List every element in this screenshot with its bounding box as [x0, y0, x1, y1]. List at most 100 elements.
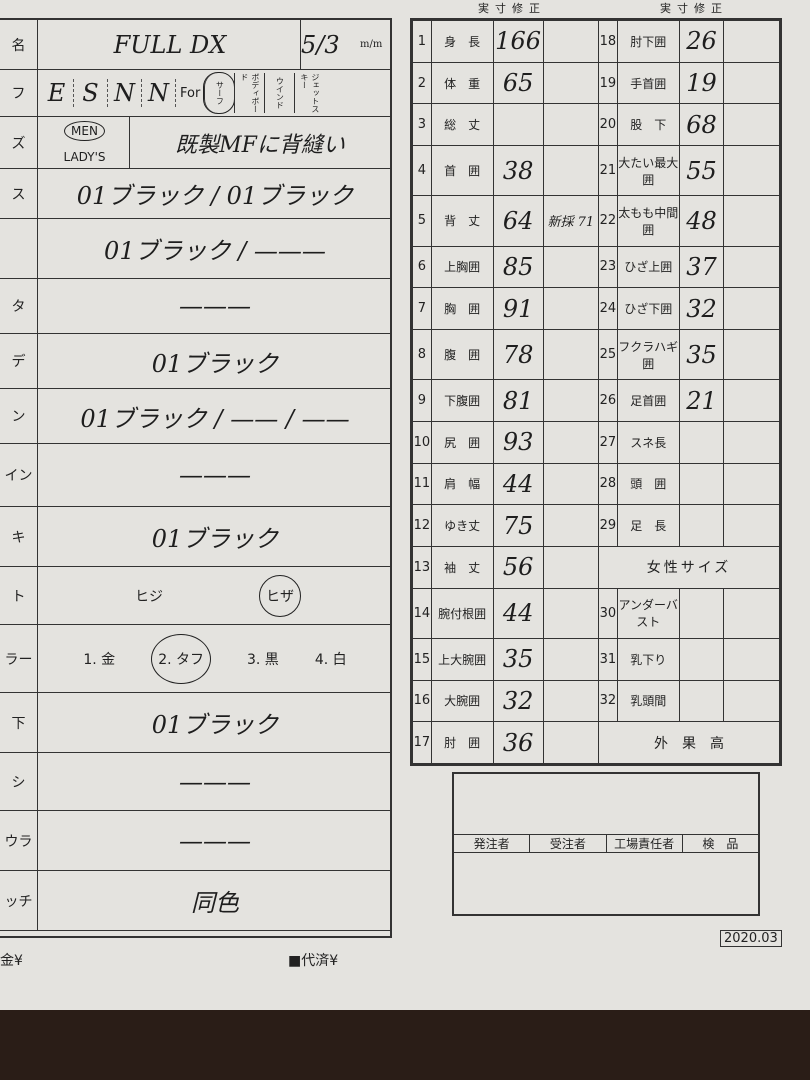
correction-value[interactable] [542, 287, 600, 330]
use-option[interactable]: サーフ [203, 72, 236, 114]
spec-row: タ ——— [0, 279, 390, 334]
correction-value[interactable] [542, 420, 600, 464]
actual-value[interactable]: 48 [678, 195, 725, 247]
approval-cell[interactable]: 発注者 [454, 835, 531, 853]
ankle-height-title: 外 果 高 [598, 721, 780, 764]
item-label: 上大腕囲 [430, 637, 494, 681]
correction-value[interactable] [723, 328, 780, 381]
actual-value[interactable]: 64 [492, 195, 544, 247]
row-label: シ [0, 753, 38, 810]
spec-row: デ 01ブラック [0, 334, 390, 389]
correction-value[interactable] [723, 145, 780, 197]
correction-value[interactable] [542, 379, 600, 422]
actual-value[interactable]: 75 [492, 504, 544, 547]
correction-value[interactable] [542, 545, 600, 589]
correction-value[interactable]: 新採 71 [542, 195, 600, 247]
correction-value[interactable] [723, 103, 780, 147]
actual-value[interactable]: 36 [492, 721, 544, 764]
spec-row: ン 01ブラック / —— / —— [0, 389, 390, 444]
actual-value[interactable]: 91 [492, 287, 544, 330]
model-value: FULL DX [113, 30, 227, 59]
actual-value[interactable]: 44 [492, 462, 544, 506]
color-option[interactable]: 3. 黒 [247, 651, 279, 668]
actual-value[interactable] [678, 420, 725, 464]
item-label: 総 丈 [430, 103, 494, 147]
actual-value[interactable]: 38 [492, 145, 544, 197]
actual-value[interactable]: 32 [678, 287, 725, 330]
approval-cell[interactable]: 工場責任者 [606, 835, 683, 853]
actual-value[interactable]: 55 [678, 145, 725, 197]
brand-row: フ E S N N For サーフ ボディボード ウインド ジェットスキー [0, 70, 390, 117]
correction-value[interactable] [542, 20, 600, 63]
correction-value[interactable] [723, 20, 780, 63]
actual-value[interactable] [678, 587, 725, 639]
actual-value[interactable]: 44 [492, 587, 544, 639]
correction-value[interactable] [723, 637, 780, 681]
correction-value[interactable] [723, 61, 780, 105]
pad-option[interactable]: ヒジ [135, 588, 163, 605]
actual-value[interactable]: 35 [492, 637, 544, 681]
actual-value[interactable]: 56 [492, 545, 544, 589]
correction-value[interactable] [723, 379, 780, 422]
approval-cell[interactable]: 検 品 [682, 835, 758, 853]
use-option[interactable]: ボディボード [234, 73, 264, 113]
actual-value[interactable]: 93 [492, 420, 544, 464]
item-label: 袖 丈 [430, 545, 494, 589]
correction-value[interactable] [723, 420, 780, 464]
correction-value[interactable] [542, 328, 600, 381]
actual-value[interactable]: 68 [678, 103, 725, 147]
row-value: ——— [179, 292, 251, 320]
correction-value[interactable] [723, 679, 780, 723]
actual-value[interactable]: 35 [678, 328, 725, 381]
for-label: For [180, 85, 201, 101]
item-label: 足首囲 [616, 379, 680, 422]
correction-value[interactable] [542, 61, 600, 105]
actual-value[interactable] [678, 679, 725, 723]
actual-value[interactable]: 19 [678, 61, 725, 105]
correction-value[interactable] [542, 721, 600, 764]
measurement-row: 10 尻 囲 93 27 スネ長 [412, 420, 780, 464]
gender-option[interactable]: MEN [64, 121, 105, 142]
item-label: 乳頭間 [616, 679, 680, 723]
color-option[interactable]: 2. タフ [151, 633, 211, 684]
color-option[interactable]: 1. 金 [83, 651, 116, 668]
correction-value[interactable] [723, 287, 780, 330]
actual-value[interactable]: 78 [492, 328, 544, 381]
actual-value[interactable] [678, 504, 725, 547]
actual-value[interactable] [678, 637, 725, 681]
correction-value[interactable] [542, 637, 600, 681]
correction-value[interactable] [723, 462, 780, 506]
actual-value[interactable]: 37 [678, 245, 725, 289]
use-option[interactable]: ジェットスキー [294, 73, 324, 113]
correction-value[interactable] [723, 195, 780, 247]
correction-value[interactable] [542, 679, 600, 723]
use-option[interactable]: ウインド [264, 73, 294, 113]
pad-option[interactable]: ヒザ [259, 574, 301, 617]
correction-value[interactable] [723, 245, 780, 289]
item-number: 30 [598, 587, 618, 639]
header-right: 実寸修正 [660, 2, 728, 15]
correction-value[interactable] [542, 462, 600, 506]
actual-value[interactable]: 32 [492, 679, 544, 723]
color-option[interactable]: 4. 白 [314, 651, 347, 668]
actual-value[interactable]: 65 [492, 61, 544, 105]
actual-value[interactable] [678, 462, 725, 506]
correction-value[interactable] [723, 504, 780, 547]
actual-value[interactable]: 85 [492, 245, 544, 289]
correction-value[interactable] [542, 145, 600, 197]
item-number: 6 [412, 245, 432, 289]
actual-value[interactable] [492, 103, 544, 147]
actual-value[interactable]: 21 [678, 379, 725, 422]
actual-value[interactable]: 81 [492, 379, 544, 422]
approval-cell[interactable]: 受注者 [530, 835, 607, 853]
correction-value[interactable] [542, 587, 600, 639]
correction-value[interactable] [723, 587, 780, 639]
correction-value[interactable] [542, 103, 600, 147]
gender-option[interactable]: LADY'S [63, 149, 106, 164]
correction-value[interactable] [542, 504, 600, 547]
correction-value[interactable] [542, 245, 600, 289]
actual-value[interactable]: 26 [678, 20, 725, 63]
spec-row: ッチ 同色 [0, 871, 390, 931]
actual-value[interactable]: 166 [492, 20, 544, 63]
item-label: 手首囲 [616, 61, 680, 105]
